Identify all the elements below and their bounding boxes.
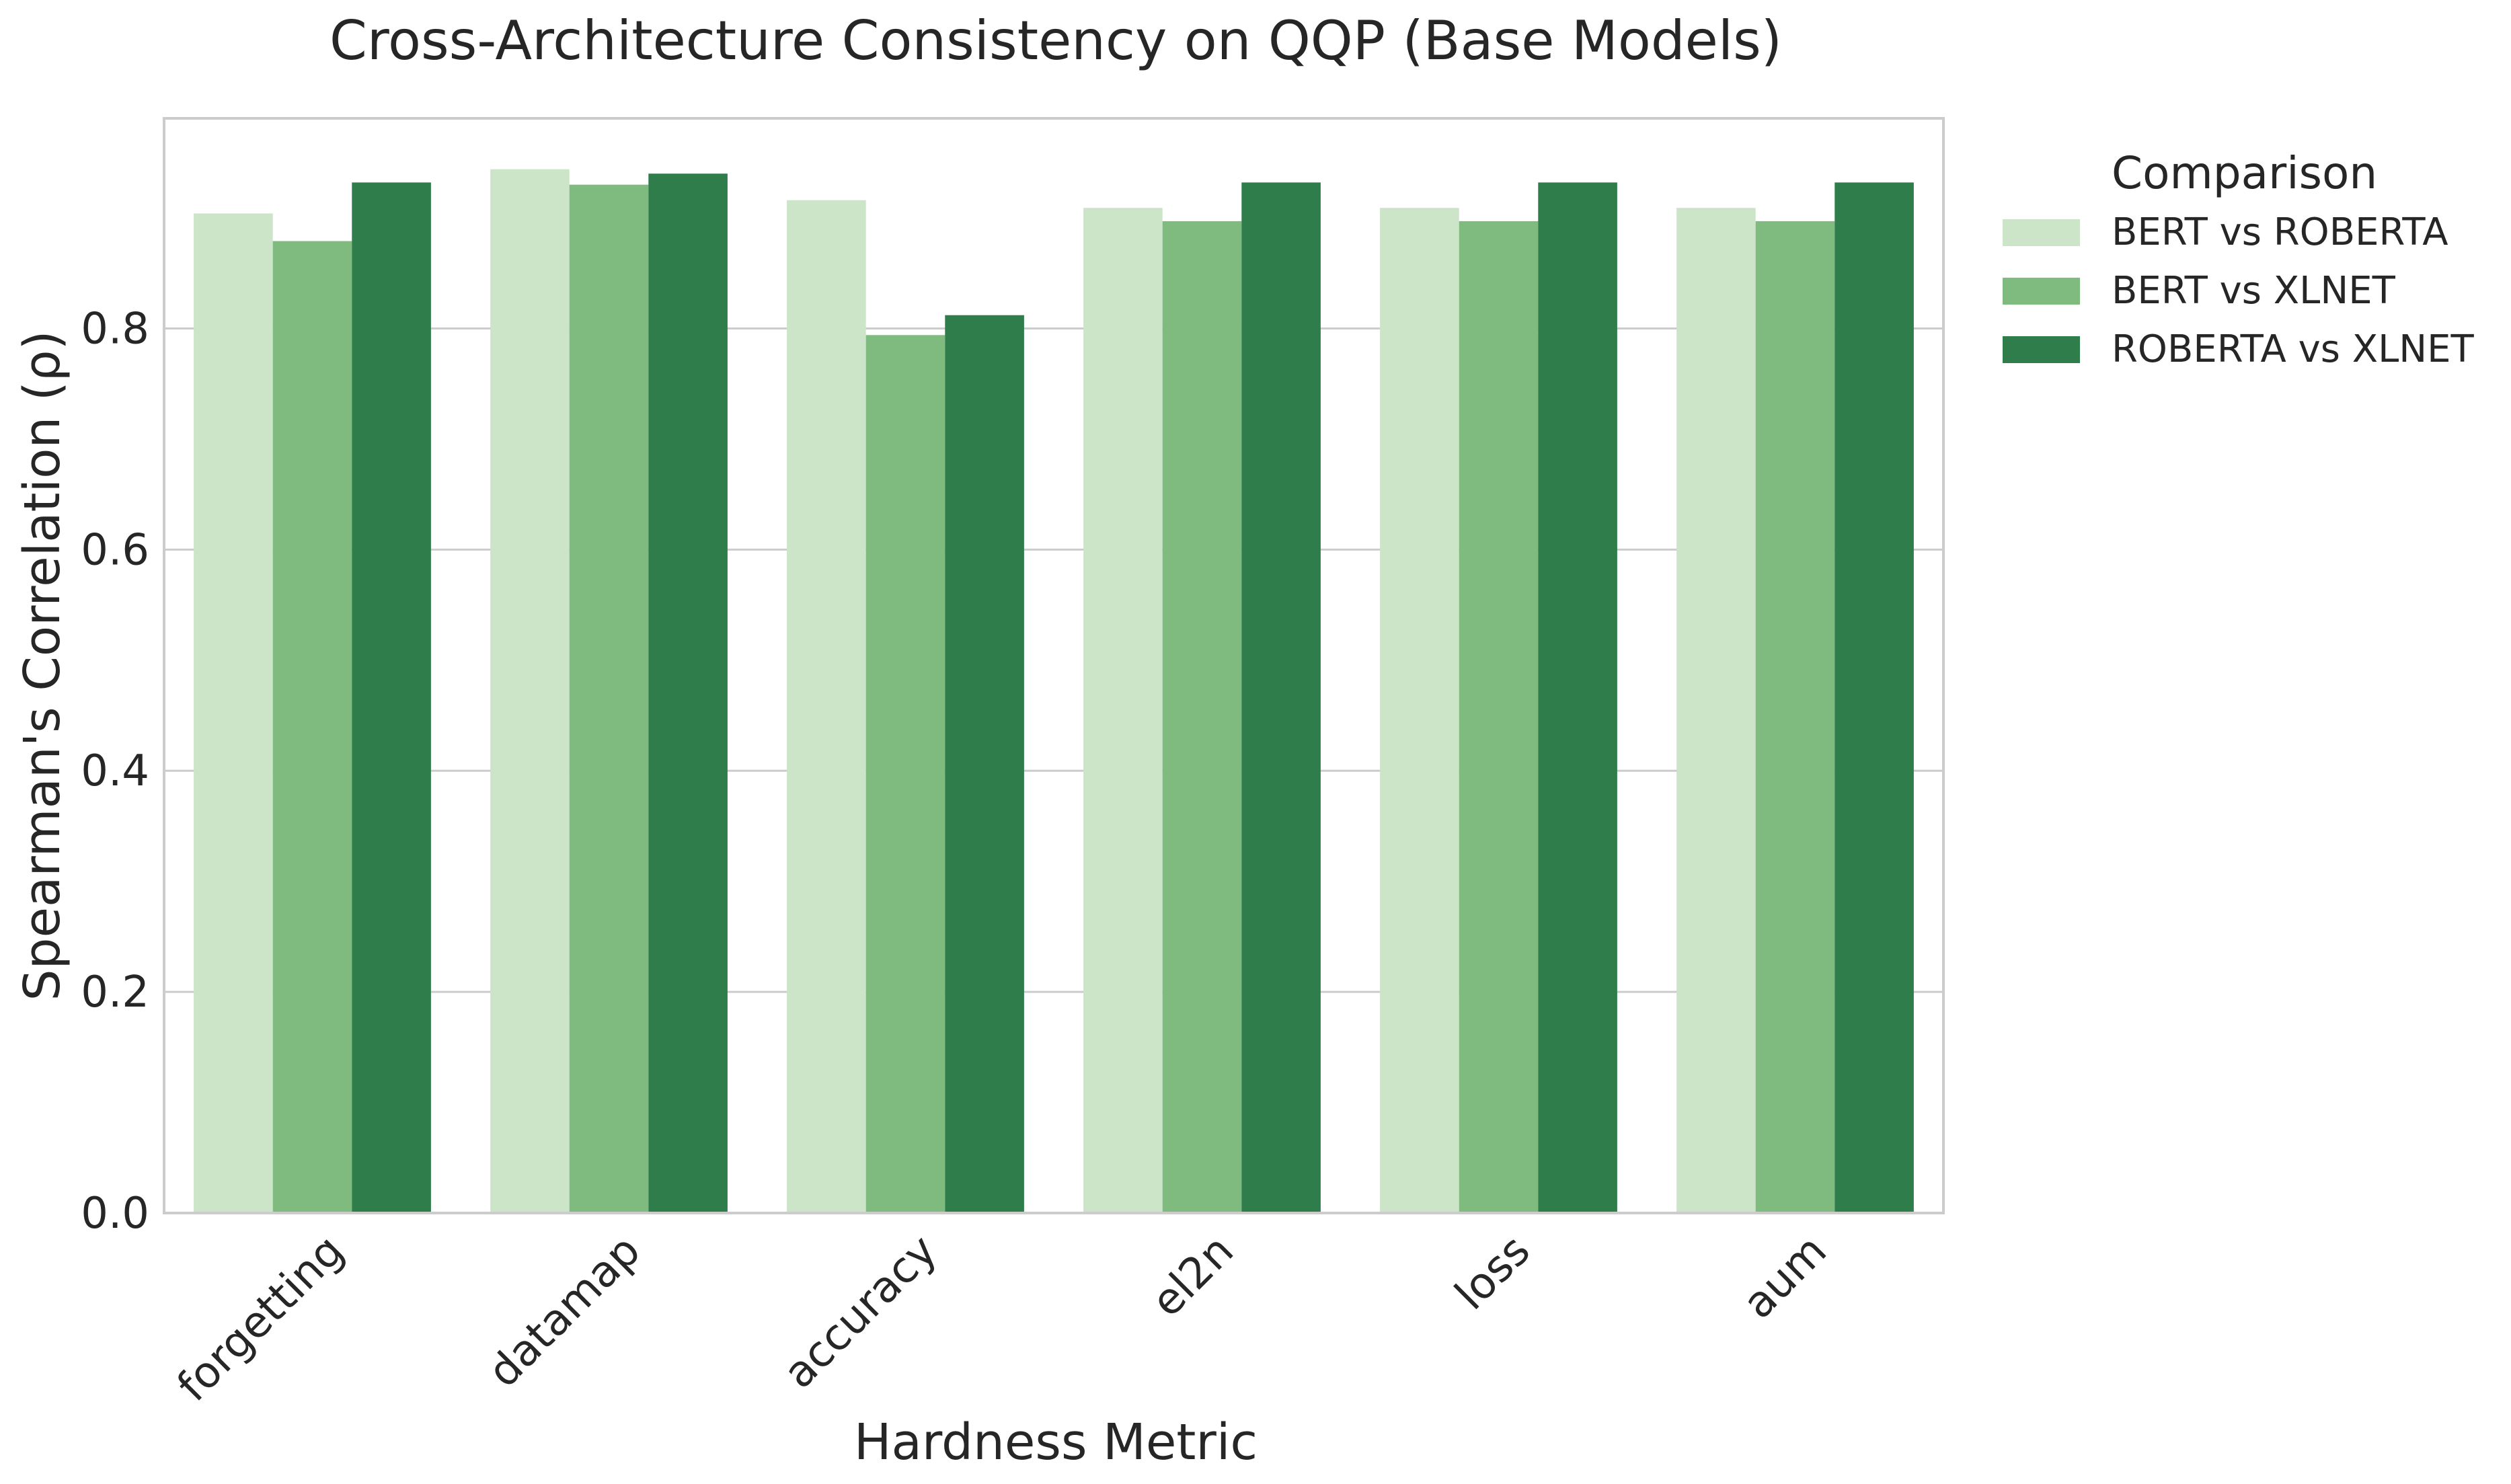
x-tick-label: aum <box>1734 1226 1837 1329</box>
x-tick-label: forgetting <box>168 1226 354 1411</box>
legend-label: BERT vs ROBERTA <box>2112 210 2448 254</box>
legend-swatch <box>2003 336 2080 363</box>
bar-datamap-2 <box>648 173 728 1214</box>
bar-accuracy-1 <box>865 335 945 1214</box>
x-tick-label: el2n <box>1143 1226 1243 1327</box>
legend-label: ROBERTA vs XLNET <box>2112 327 2475 371</box>
legend-title: Comparison <box>2112 147 2377 199</box>
bar-loss-2 <box>1538 182 1617 1213</box>
y-tick-label: 0.8 <box>81 304 149 354</box>
bar-datamap-0 <box>490 169 570 1214</box>
y-tick-label: 0.2 <box>81 968 149 1017</box>
plot-frame <box>163 117 1945 1214</box>
y-tick-label: 0.6 <box>81 525 149 575</box>
x-tick-label: datamap <box>479 1226 650 1397</box>
bar-forgetting-1 <box>272 241 352 1213</box>
y-axis-label: Spearman's Correlation (ρ) <box>13 331 71 1001</box>
legend: Comparison BERT vs ROBERTA BERT vs XLNET R… <box>2003 147 2475 371</box>
bars <box>194 169 1914 1214</box>
x-tick-label: accuracy <box>774 1226 947 1399</box>
bar-aum-1 <box>1755 221 1835 1213</box>
bar-loss-1 <box>1459 221 1539 1213</box>
y-tick-label: 0.4 <box>81 746 149 796</box>
bar-forgetting-2 <box>352 182 431 1213</box>
bar-accuracy-2 <box>945 315 1024 1213</box>
x-axis-label: Hardness Metric <box>854 1413 1258 1471</box>
grid-lines <box>164 327 1943 993</box>
bar-aum-0 <box>1676 208 1756 1214</box>
chart-title: Cross-Architecture Consistency on QQP (B… <box>330 9 1782 72</box>
bar-el2n-0 <box>1083 208 1163 1214</box>
bar-aum-2 <box>1834 182 1914 1213</box>
bar-accuracy-0 <box>787 200 866 1213</box>
y-axis-ticks: 0.0 0.2 0.4 0.6 0.8 <box>81 304 149 1239</box>
bar-datamap-1 <box>569 184 649 1214</box>
bar-el2n-1 <box>1162 221 1242 1213</box>
bar-forgetting-0 <box>194 213 273 1213</box>
legend-label: BERT vs XLNET <box>2112 269 2396 313</box>
legend-swatch <box>2003 219 2080 246</box>
bar-loss-0 <box>1380 208 1459 1214</box>
x-tick-label: loss <box>1446 1226 1540 1320</box>
bar-el2n-2 <box>1241 182 1321 1213</box>
y-tick-label: 0.0 <box>81 1189 149 1239</box>
x-axis-ticks: forgetting datamap accuracy el2n loss aum <box>168 1226 1837 1411</box>
legend-swatch <box>2003 278 2080 305</box>
